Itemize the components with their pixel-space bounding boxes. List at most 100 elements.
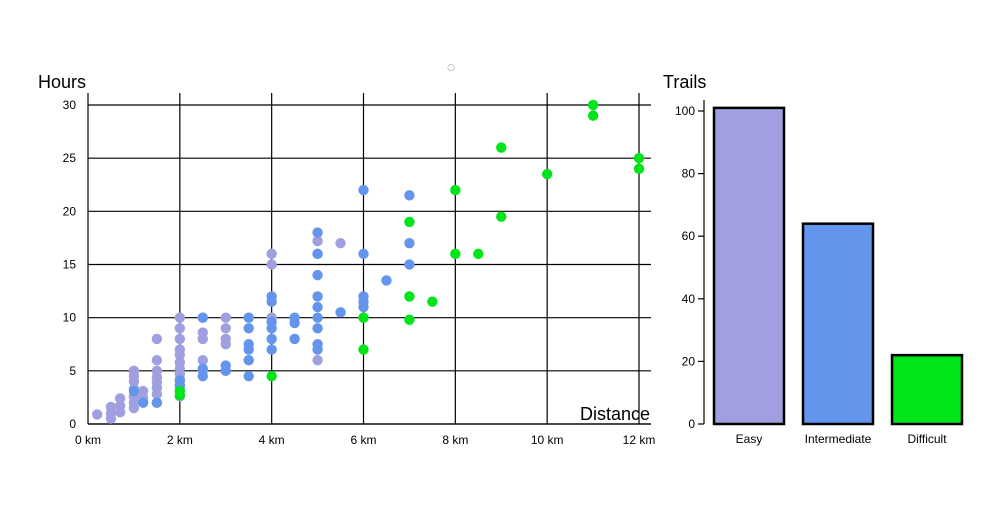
top-marker: ○ bbox=[447, 63, 455, 73]
scatter-point bbox=[312, 312, 323, 323]
bar-y-tick-label: 80 bbox=[682, 167, 696, 181]
scatter-point bbox=[404, 259, 415, 270]
bar-category-label: Easy bbox=[736, 432, 763, 446]
scatter-point bbox=[174, 357, 186, 368]
scatter-point bbox=[174, 385, 186, 397]
scatter-point bbox=[243, 323, 254, 334]
scatter-x-axis-title: Distance bbox=[580, 404, 650, 424]
scatter-point bbox=[496, 211, 507, 222]
scatter-point bbox=[587, 110, 599, 121]
scatter-x-tick-label: 10 km bbox=[531, 433, 564, 447]
scatter-point bbox=[358, 312, 369, 323]
scatter-point bbox=[243, 339, 254, 350]
scatter-point bbox=[151, 333, 163, 345]
scatter-point bbox=[404, 291, 415, 302]
scatter-point bbox=[450, 184, 461, 196]
scatter-point bbox=[243, 312, 254, 323]
scatter-y-tick-label: 0 bbox=[69, 417, 76, 431]
scatter-y-axis-title: Hours bbox=[38, 72, 86, 92]
scatter-point bbox=[541, 168, 553, 180]
scatter-point bbox=[312, 355, 323, 366]
bar-y-axis: 0 20 40 60 80 100 bbox=[675, 100, 705, 431]
scatter-point bbox=[197, 327, 208, 338]
bar-y-tick-label: 0 bbox=[688, 417, 695, 431]
scatter-point bbox=[289, 333, 300, 345]
bar-y-axis-title: Trails bbox=[663, 72, 706, 92]
bar-category-labels: Easy Intermediate Difficult bbox=[736, 432, 948, 446]
scatter-y-tick-label: 25 bbox=[63, 151, 77, 165]
scatter-point bbox=[243, 370, 254, 382]
scatter-x-tick-label: 4 km bbox=[259, 433, 285, 447]
scatter-point bbox=[266, 370, 277, 382]
scatter-point bbox=[220, 323, 231, 334]
scatter-point bbox=[335, 238, 346, 249]
scatter-chart: 0 km 2 km 4 km 6 km 8 km 10 km 12 km 0 5 10 15 20 2… bbox=[38, 72, 655, 447]
scatter-point bbox=[128, 365, 140, 377]
scatter-point bbox=[174, 333, 186, 345]
scatter-point bbox=[174, 344, 186, 355]
scatter-grid bbox=[87, 93, 651, 425]
scatter-point bbox=[312, 269, 323, 281]
scatter-point bbox=[450, 248, 461, 260]
scatter-point bbox=[587, 99, 599, 111]
bar-category-label: Difficult bbox=[907, 432, 947, 446]
scatter-point bbox=[404, 238, 415, 249]
scatter-point bbox=[404, 216, 415, 228]
scatter-point bbox=[174, 375, 186, 386]
scatter-x-ticks: 0 km 2 km 4 km 6 km 8 km 10 km 12 km bbox=[75, 433, 655, 447]
scatter-point bbox=[633, 163, 645, 174]
scatter-point bbox=[381, 275, 392, 286]
scatter-x-tick-label: 0 km bbox=[75, 433, 101, 447]
scatter-point bbox=[266, 344, 277, 355]
scatter-x-tick-label: 8 km bbox=[442, 433, 468, 447]
scatter-point bbox=[151, 355, 163, 366]
bar-chart: 0 20 40 60 80 100 Easy Intermediate Difficult T… bbox=[663, 72, 964, 446]
bar-difficult bbox=[890, 353, 964, 426]
bar-y-tick-label: 60 bbox=[682, 229, 696, 243]
scatter-point bbox=[151, 365, 163, 377]
scatter-point bbox=[358, 248, 369, 260]
scatter-point bbox=[312, 235, 323, 247]
scatter-y-tick-label: 30 bbox=[63, 98, 77, 112]
scatter-point bbox=[335, 307, 346, 318]
scatter-y-tick-label: 10 bbox=[63, 311, 77, 325]
scatter-point bbox=[427, 296, 438, 307]
scatter-point bbox=[243, 355, 254, 366]
scatter-point bbox=[105, 401, 117, 413]
scatter-point bbox=[266, 259, 277, 270]
scatter-point bbox=[151, 397, 163, 408]
scatter-point bbox=[312, 339, 323, 350]
scatter-point bbox=[266, 333, 277, 345]
scatter-point bbox=[197, 370, 208, 382]
scatter-point bbox=[197, 363, 208, 374]
bar-y-tick-label: 40 bbox=[682, 292, 696, 306]
scatter-point bbox=[220, 360, 231, 371]
scatter-x-tick-label: 6 km bbox=[350, 433, 376, 447]
scatter-y-tick-label: 20 bbox=[63, 204, 77, 218]
bar-marks bbox=[712, 106, 964, 426]
bar-intermediate bbox=[801, 222, 875, 426]
scatter-point bbox=[174, 312, 186, 323]
scatter-point bbox=[137, 397, 149, 408]
scatter-x-tick-label: 12 km bbox=[623, 433, 656, 447]
scatter-point bbox=[266, 248, 277, 260]
scatter-point bbox=[197, 312, 208, 323]
scatter-point bbox=[266, 291, 277, 302]
scatter-y-tick-label: 15 bbox=[63, 258, 77, 272]
scatter-point bbox=[404, 190, 415, 201]
scatter-point bbox=[137, 385, 149, 397]
scatter-point bbox=[312, 291, 323, 302]
scatter-point bbox=[266, 316, 277, 328]
scatter-point bbox=[358, 344, 369, 355]
scatter-point bbox=[404, 314, 415, 325]
scatter-point bbox=[496, 142, 507, 153]
scatter-point bbox=[128, 385, 140, 397]
scatter-point bbox=[114, 400, 126, 412]
bar-category-label: Intermediate bbox=[805, 432, 872, 446]
scatter-point bbox=[114, 393, 126, 404]
scatter-point bbox=[312, 248, 323, 260]
bar-y-tick-label: 100 bbox=[675, 104, 695, 118]
scatter-point bbox=[91, 409, 103, 420]
scatter-point bbox=[473, 248, 484, 260]
scatter-point bbox=[289, 312, 300, 323]
